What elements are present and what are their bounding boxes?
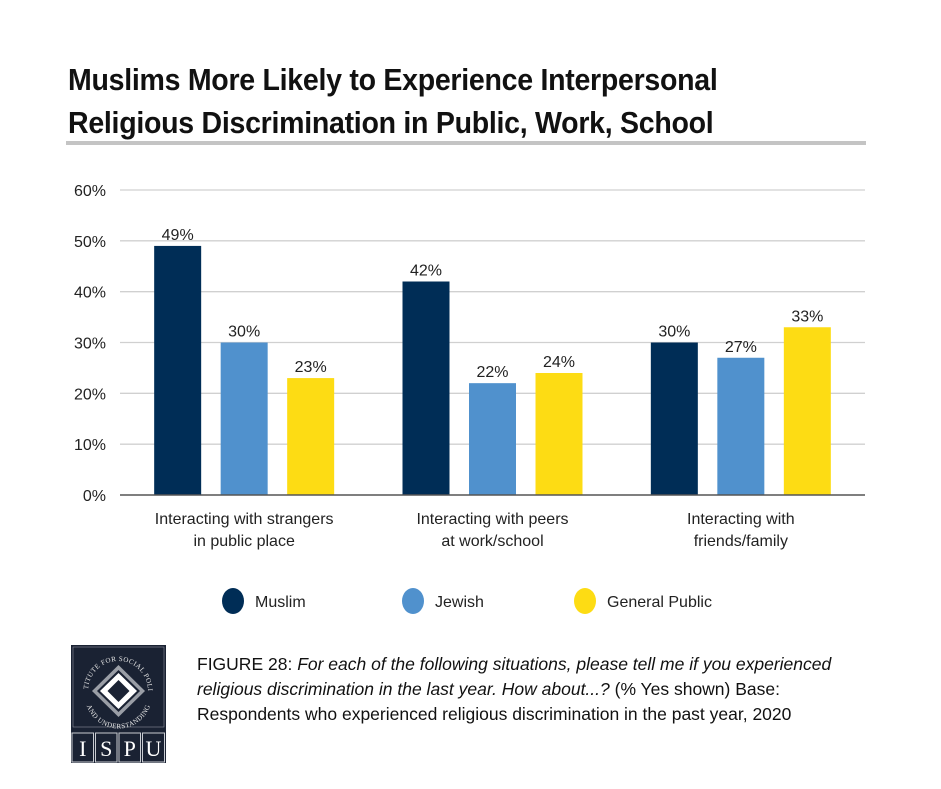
figure-label: FIGURE 28 [197,654,288,674]
data-label: 42% [410,263,442,280]
data-label: 49% [162,227,194,244]
bar-muslim [650,342,698,495]
ispu-logo: INSTITUTE FOR SOCIAL POLICY AND UNDERSTA… [68,639,166,763]
legend-label: Muslim [255,594,306,611]
x-tick-label-line: friends/family [694,533,788,550]
bar-jewish [717,357,765,495]
y-tick-label: 0% [83,488,106,505]
logo-letter-u: U [146,736,162,761]
chart-title-line-1: Muslims More Likely to Experience Interp… [68,62,718,97]
data-label: 23% [295,359,327,376]
x-tick-label-line: Interacting with [687,511,795,528]
data-labels: 49% 30% 23% 42% 22% 24% 30% 27% 33% [162,227,824,381]
legend-label: General Public [607,594,712,611]
bar-muslim [402,281,450,495]
x-tick-label: Interacting with friends/family [687,511,795,550]
x-tick-label-line: Interacting with strangers [155,511,334,528]
y-tick-label: 40% [74,285,106,302]
logo-letter-s: S [100,736,112,761]
bar-chart: 0% 10% 20% 30% 40% 50% 60% 49% 30% 23% 42% 22% 24% 3… [74,183,865,614]
y-tick-label: 50% [74,234,106,251]
data-label: 22% [476,364,508,381]
bar-general-public [783,327,831,495]
bars [154,245,831,495]
data-label: 33% [791,308,823,325]
bar-jewish [469,383,516,495]
logo-letter-p: P [124,736,136,761]
x-tick-label-line: Interacting with peers [416,511,568,528]
legend: Muslim Jewish General Public [222,588,712,614]
logo-letter-i: I [79,736,86,761]
x-tick-label-line: in public place [193,533,295,550]
survey-question: For each of the following situations, pl… [197,654,832,699]
y-tick-label: 20% [74,386,106,403]
survey-note: (% Yes shown) Base: Respondents who expe… [197,679,792,724]
y-axis-ticks: 0% 10% 20% 30% 40% 50% 60% [74,183,106,505]
data-label: 30% [658,324,690,341]
title-divider [66,141,866,145]
figure-separator: : [287,654,298,674]
data-label: 30% [228,324,260,341]
legend-swatch-muslim [222,588,244,614]
bar-general-public [287,378,335,495]
legend-swatch-jewish [402,588,424,614]
x-axis-labels: Interacting with strangers in public plac… [155,511,795,550]
bar-muslim [154,245,202,495]
legend-label: Jewish [435,594,484,611]
y-tick-label: 60% [74,183,106,200]
logo-letters: I S P U [71,732,165,763]
legend-swatch-general-public [574,588,596,614]
x-tick-label-line: at work/school [441,533,543,550]
bar-jewish [220,342,268,495]
bar-general-public [535,373,583,495]
data-label: 27% [725,339,757,356]
logo-diamond-icon [92,665,145,717]
chart-title: Muslims More Likely to Experience Interp… [68,58,822,144]
x-tick-label: Interacting with peers at work/school [416,511,568,550]
y-tick-label: 10% [74,437,106,454]
figure-caption: FIGURE 28: For each of the following sit… [197,652,877,727]
y-tick-label: 30% [74,336,106,353]
x-tick-label: Interacting with strangers in public plac… [155,511,334,550]
chart-title-line-2: Religious Discrimination in Public, Work… [68,105,714,140]
data-label: 24% [543,354,575,371]
